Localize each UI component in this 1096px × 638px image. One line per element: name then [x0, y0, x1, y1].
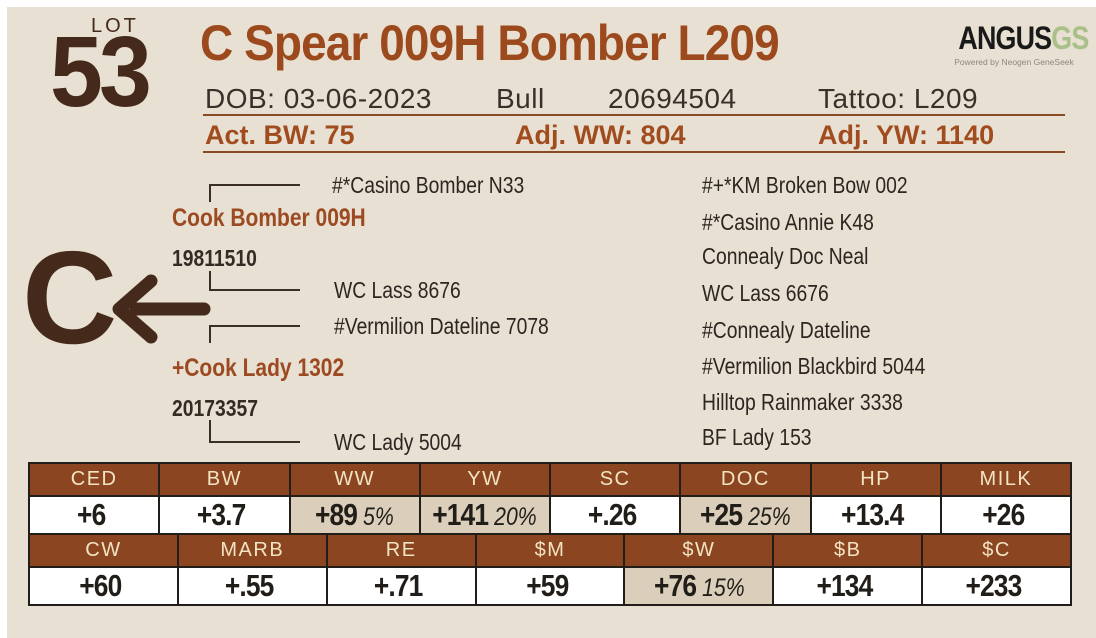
pedigree-gen3-item: #+*KM Broken Bow 002: [702, 172, 908, 198]
divider-line-bottom: [203, 151, 1065, 153]
epd-header-dollar-w: $W: [623, 533, 773, 566]
logo-brand: ANGUS: [958, 20, 1052, 56]
epd-table: CED BW WW YW SC DOC HP MILK +6 +3.7 +89 5…: [28, 462, 1072, 606]
angus-gs-logo: ANGUSGS Powered by Neogen GeneSeek: [946, 22, 1089, 67]
lot-number: 53: [50, 16, 152, 128]
epd-value-cw: +60: [30, 566, 177, 604]
epd-value-milk: +26: [939, 495, 1070, 533]
epd-value-bw: +3.7: [158, 495, 289, 533]
epd-header-row-2: CW MARB RE $M $W $B $C: [30, 533, 1071, 566]
epd-value-dollar-b: +134: [772, 566, 922, 604]
epd-value-hp: +13.4: [809, 495, 940, 533]
epd-value-sc: +.26: [549, 495, 680, 533]
epd-header-milk: MILK: [939, 464, 1070, 495]
epd-value-doc: +25 25%: [679, 495, 810, 533]
registration-number: 20694504: [608, 83, 737, 114]
epd-header-ced: CED: [30, 464, 159, 495]
epd-header-bw: BW: [158, 464, 289, 495]
pedigree-gen3-item: BF Lady 153: [702, 424, 812, 450]
epd-value-dollar-m: +59: [474, 566, 624, 604]
epd-value-ww: +89 5%: [288, 495, 419, 533]
pedigree-gen3-item: Connealy Doc Neal: [702, 243, 869, 269]
epd-header-row-1: CED BW WW YW SC DOC HP MILK: [30, 464, 1070, 495]
epd-value-ced: +6: [30, 495, 159, 533]
divider-line-top: [203, 114, 1065, 116]
dob-value: DOB: 03-06-2023: [205, 83, 432, 114]
logo-suffix: GS: [1051, 20, 1089, 56]
pedigree-sire-name: Cook Bomber 009H: [172, 204, 366, 232]
pedigree-gen3-item: #*Casino Annie K48: [702, 209, 874, 235]
tattoo-value: Tattoo: L209: [818, 83, 979, 114]
epd-header-cw: CW: [30, 533, 177, 566]
sex-value: Bull: [496, 83, 545, 114]
adjusted-yearling-weight: Adj. YW: 1140: [818, 120, 995, 150]
pedigree-dam-sire: #Vermilion Dateline 7078: [334, 313, 549, 339]
pedigree-dam-reg: 20173357: [172, 395, 258, 421]
pedigree-dam-dam: WC Lady 5004: [334, 429, 462, 455]
epd-value-dollar-c: +233: [921, 566, 1071, 604]
epd-header-hp: HP: [809, 464, 940, 495]
animal-title: C Spear 009H Bomber L209: [200, 15, 780, 71]
pedigree-gen3-item: #Vermilion Blackbird 5044: [702, 353, 926, 379]
epd-value-re: +.71: [325, 566, 475, 604]
epd-header-sc: SC: [549, 464, 680, 495]
epd-header-yw: YW: [418, 464, 549, 495]
epd-header-re: RE: [325, 533, 475, 566]
epd-value-marb: +.55: [176, 566, 326, 604]
adjusted-weaning-weight: Adj. WW: 804: [515, 120, 686, 150]
epd-value-dollar-w: +76 15%: [623, 566, 773, 604]
logo-tagline: Powered by Neogen GeneSeek: [954, 57, 1074, 67]
epd-header-dollar-b: $B: [772, 533, 922, 566]
pedigree-gen3-item: #Connealy Dateline: [702, 317, 871, 343]
epd-value-row-2: +60 +.55 +.71 +59 +76 15% +134 +233: [30, 566, 1071, 604]
epd-header-ww: WW: [288, 464, 419, 495]
pedigree-dam-name: +Cook Lady 1302: [172, 354, 345, 382]
epd-header-dollar-m: $M: [474, 533, 624, 566]
ranch-brand-letter: C: [22, 224, 118, 371]
lot-label: LOT: [91, 15, 139, 37]
pedigree-gen3-item: Hilltop Rainmaker 3338: [702, 389, 903, 415]
epd-header-dollar-c: $C: [921, 533, 1071, 566]
epd-header-doc: DOC: [679, 464, 810, 495]
pedigree-gen3-item: WC Lass 6676: [702, 280, 829, 306]
pedigree-sire-reg: 19811510: [172, 245, 257, 271]
pedigree-sire-sire: #*Casino Bomber N33: [332, 172, 525, 198]
logo-wordmark: ANGUSGS: [958, 20, 1089, 56]
pedigree-sire-dam: WC Lass 8676: [334, 277, 461, 303]
epd-header-marb: MARB: [176, 533, 326, 566]
epd-value-yw: +141 20%: [418, 495, 549, 533]
actual-birth-weight: Act. BW: 75: [205, 120, 355, 150]
epd-value-row-1: +6 +3.7 +89 5% +141 20% +.26 +25 25% +13.4 …: [30, 495, 1070, 533]
